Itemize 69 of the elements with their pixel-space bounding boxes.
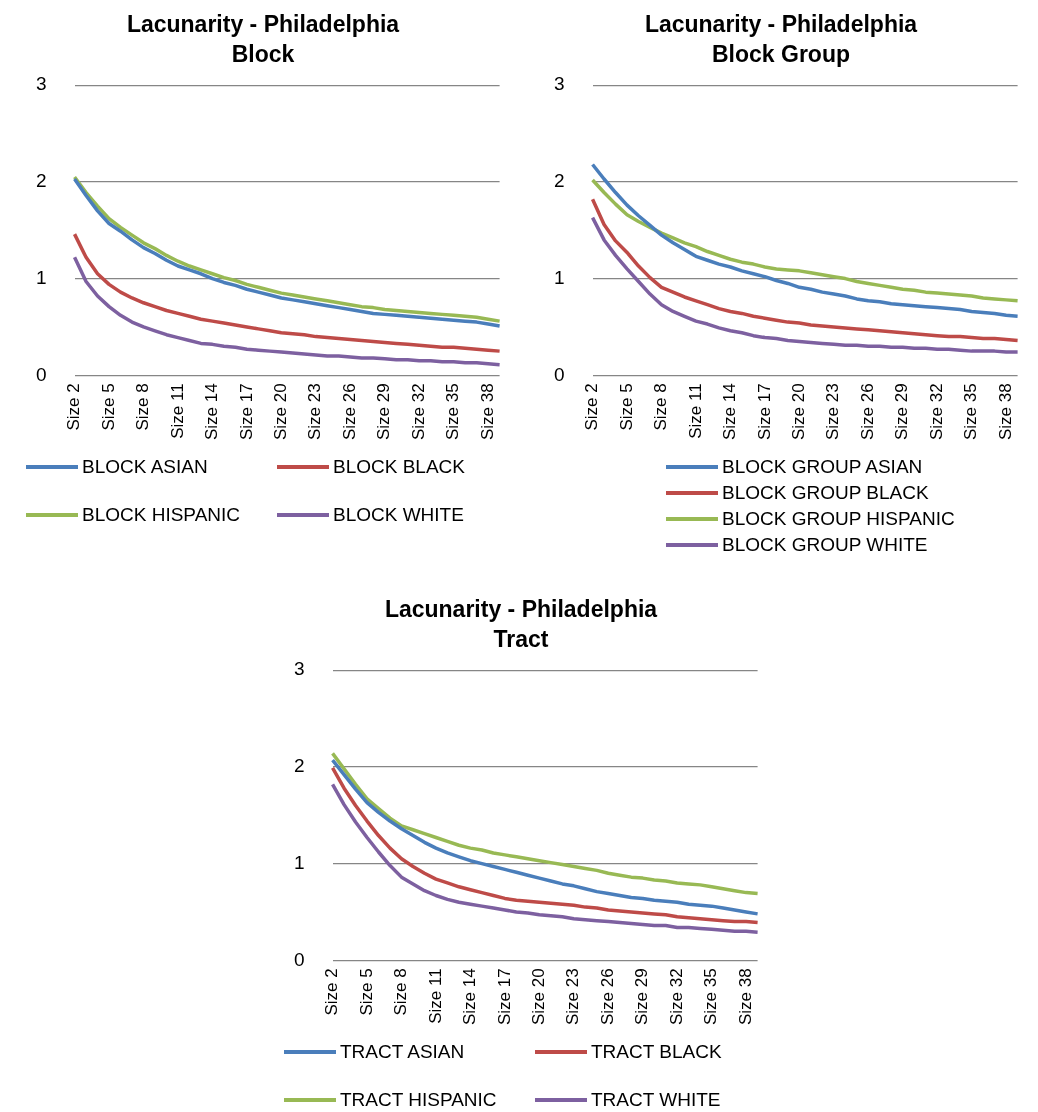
x-tick-label: Size 14 bbox=[202, 383, 222, 440]
legend-label: BLOCK HISPANIC bbox=[82, 504, 241, 526]
chart-title: Lacunarity - Philadelphia bbox=[126, 11, 400, 38]
x-tick-label: Size 35 bbox=[443, 383, 463, 440]
x-tick-label: Size 23 bbox=[305, 383, 325, 440]
x-tick-label: Size 38 bbox=[477, 383, 497, 440]
chart-subtitle: Tract bbox=[493, 625, 549, 652]
legend-label: BLOCK GROUP BLACK bbox=[722, 482, 929, 504]
x-tick-label: Size 29 bbox=[892, 383, 912, 440]
x-tick-label: Size 38 bbox=[995, 383, 1015, 440]
x-tick-label: Size 20 bbox=[789, 383, 809, 440]
x-tick-label: Size 20 bbox=[529, 968, 549, 1025]
x-tick-label: Size 32 bbox=[666, 968, 686, 1025]
x-tick-label: Size 8 bbox=[133, 383, 153, 431]
x-tick-label: Size 11 bbox=[425, 968, 445, 1024]
x-tick-label: Size 11 bbox=[167, 383, 187, 439]
legend-label: BLOCK GROUP ASIAN bbox=[722, 456, 923, 478]
x-tick-label: Size 17 bbox=[754, 383, 774, 440]
y-tick-label: 0 bbox=[35, 363, 47, 385]
y-tick-label: 0 bbox=[553, 363, 565, 385]
legend-label: TRACT BLACK bbox=[591, 1041, 722, 1063]
x-tick-label: Size 29 bbox=[374, 383, 394, 440]
y-tick-label: 2 bbox=[35, 170, 47, 192]
x-tick-label: Size 26 bbox=[857, 383, 877, 440]
legend-label: TRACT WHITE bbox=[591, 1089, 721, 1111]
chart-title: Lacunarity - Philadelphia bbox=[384, 596, 658, 623]
x-tick-label: Size 32 bbox=[926, 383, 946, 440]
x-tick-label: Size 26 bbox=[597, 968, 617, 1025]
x-tick-label: Size 38 bbox=[735, 968, 755, 1025]
y-tick-label: 3 bbox=[553, 73, 565, 95]
x-tick-label: Size 26 bbox=[339, 383, 359, 440]
chart-title: Lacunarity - Philadelphia bbox=[644, 11, 918, 38]
legend-label: BLOCK GROUP HISPANIC bbox=[722, 508, 955, 530]
x-tick-label: Size 11 bbox=[685, 383, 705, 439]
legend-label: TRACT ASIAN bbox=[340, 1041, 465, 1063]
y-tick-label: 3 bbox=[293, 658, 305, 680]
x-tick-label: Size 35 bbox=[701, 968, 721, 1025]
x-tick-label: Size 5 bbox=[98, 383, 118, 431]
y-tick-label: 3 bbox=[35, 73, 47, 95]
x-tick-label: Size 14 bbox=[460, 968, 480, 1025]
legend-label: BLOCK GROUP WHITE bbox=[722, 534, 928, 556]
x-tick-label: Size 5 bbox=[356, 968, 376, 1016]
legend-label: BLOCK ASIAN bbox=[82, 456, 208, 478]
chart-subtitle: Block Group bbox=[711, 40, 851, 67]
chart-subtitle: Block bbox=[231, 40, 295, 67]
y-tick-label: 2 bbox=[553, 170, 565, 192]
x-tick-label: Size 29 bbox=[632, 968, 652, 1025]
x-tick-label: Size 32 bbox=[408, 383, 428, 440]
legend-label: TRACT HISPANIC bbox=[340, 1089, 497, 1111]
x-tick-label: Size 2 bbox=[322, 968, 342, 1016]
x-tick-label: Size 17 bbox=[236, 383, 256, 440]
x-tick-label: Size 8 bbox=[391, 968, 411, 1016]
x-tick-label: Size 20 bbox=[271, 383, 291, 440]
y-tick-label: 2 bbox=[293, 755, 305, 777]
x-tick-label: Size 2 bbox=[582, 383, 602, 431]
x-tick-label: Size 17 bbox=[494, 968, 514, 1025]
y-tick-label: 1 bbox=[553, 266, 565, 288]
y-tick-label: 1 bbox=[35, 266, 47, 288]
x-tick-label: Size 5 bbox=[616, 383, 636, 431]
legend-label: BLOCK WHITE bbox=[333, 504, 464, 526]
x-tick-label: Size 8 bbox=[651, 383, 671, 431]
y-tick-label: 0 bbox=[293, 948, 305, 970]
legend-label: BLOCK BLACK bbox=[333, 456, 465, 478]
x-tick-label: Size 14 bbox=[720, 383, 740, 440]
y-tick-label: 1 bbox=[293, 851, 305, 873]
x-tick-label: Size 23 bbox=[823, 383, 843, 440]
x-tick-label: Size 23 bbox=[563, 968, 583, 1025]
x-tick-label: Size 35 bbox=[961, 383, 981, 440]
x-tick-label: Size 2 bbox=[64, 383, 84, 431]
